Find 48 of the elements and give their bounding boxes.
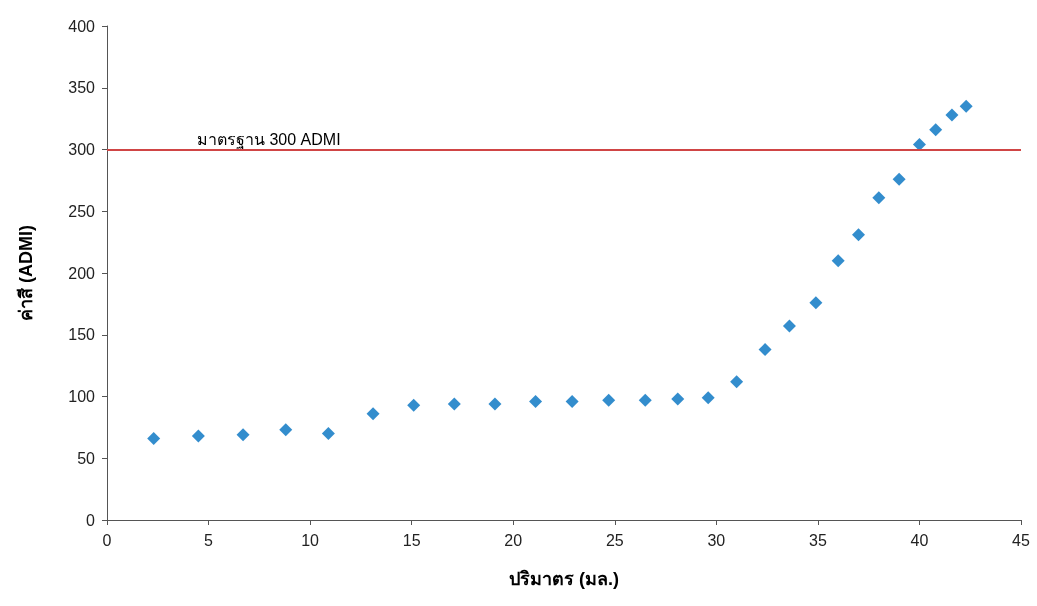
point (321, 427, 335, 441)
point (730, 375, 744, 389)
point (565, 394, 579, 408)
x-tick-label: 45 (1012, 531, 1030, 549)
y-tick-label: 350 (68, 79, 96, 97)
x-tick-label: 20 (504, 531, 523, 549)
point (945, 108, 959, 122)
x-tick-label: 15 (402, 531, 421, 549)
y-tick-label: 0 (86, 511, 96, 529)
point (959, 99, 973, 113)
point (831, 254, 845, 268)
x-tick-label: 30 (707, 531, 726, 549)
point (191, 429, 205, 443)
y-tick-label: 200 (68, 264, 96, 282)
y-tick-label: 50 (77, 449, 96, 467)
point (872, 191, 886, 205)
ref-line-label: มาตรฐาน 300 ADMI (197, 131, 341, 149)
x-tick-label: 25 (605, 531, 624, 549)
x-axis-title: ปริมาตร (มล.) (509, 569, 619, 589)
y-axis-title: ค่าสี (ADMI) (16, 225, 36, 321)
x-tick-label: 5 (204, 531, 214, 549)
point (279, 423, 293, 437)
point (366, 407, 380, 421)
point (671, 392, 685, 406)
y-tick-label: 100 (68, 388, 96, 405)
point (782, 319, 796, 333)
y-tick-label: 150 (68, 326, 96, 344)
point (488, 397, 502, 411)
x-tick-label: 10 (301, 531, 320, 549)
x-tick-label: 0 (102, 531, 112, 549)
point (701, 391, 715, 405)
point (147, 431, 161, 445)
point (758, 343, 772, 357)
point (892, 172, 906, 186)
point (809, 296, 823, 310)
point (602, 393, 616, 407)
point (236, 428, 250, 442)
point (447, 397, 461, 411)
point (929, 123, 943, 137)
point (407, 398, 421, 412)
y-tick-label: 400 (68, 17, 96, 35)
y-tick-label: 250 (68, 202, 96, 220)
point (638, 393, 652, 407)
point (529, 394, 543, 408)
x-tick-label: 40 (910, 531, 929, 549)
y-tick-label: 300 (68, 141, 96, 158)
x-tick-label: 35 (808, 531, 827, 549)
point (852, 228, 866, 242)
